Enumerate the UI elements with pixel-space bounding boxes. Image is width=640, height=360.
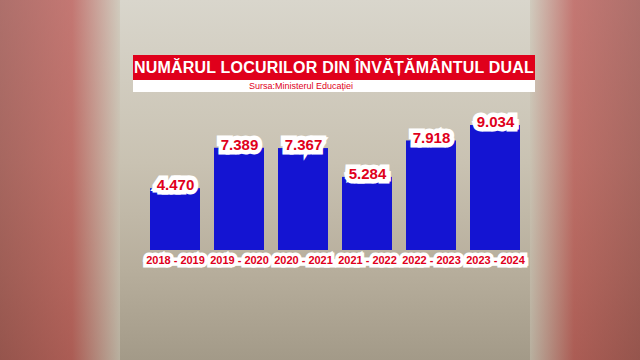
svg-text:4.470: 4.470: [157, 176, 195, 193]
svg-text:5.284: 5.284: [349, 165, 387, 182]
svg-text:9.034: 9.034: [477, 113, 515, 130]
svg-text:2022 - 2023: 2022 - 2023: [402, 254, 461, 266]
svg-text:7.367: 7.367: [285, 136, 323, 153]
svg-text:2019 - 2020: 2019 - 2020: [210, 254, 269, 266]
html-text:NUMĂRUL LOCURILOR DIN ÎNVĂȚĂMÂ: NUMĂRUL LOCURILOR DIN ÎNVĂȚĂMÂNTUL DUAL: [134, 59, 534, 76]
svg-text:2021 - 2022: 2021 - 2022: [338, 254, 397, 266]
svg-text:7.389: 7.389: [221, 136, 259, 153]
svg-text:2018 - 2019: 2018 - 2019: [146, 254, 205, 266]
svg-text:7.918: 7.918: [413, 129, 451, 146]
svg-text:2023 - 2024: 2023 - 2024: [466, 254, 526, 266]
html-text:Sursa:Ministerul Educației: Sursa:Ministerul Educației: [249, 81, 353, 91]
svg-text:2020 - 2021: 2020 - 2021: [274, 254, 333, 266]
